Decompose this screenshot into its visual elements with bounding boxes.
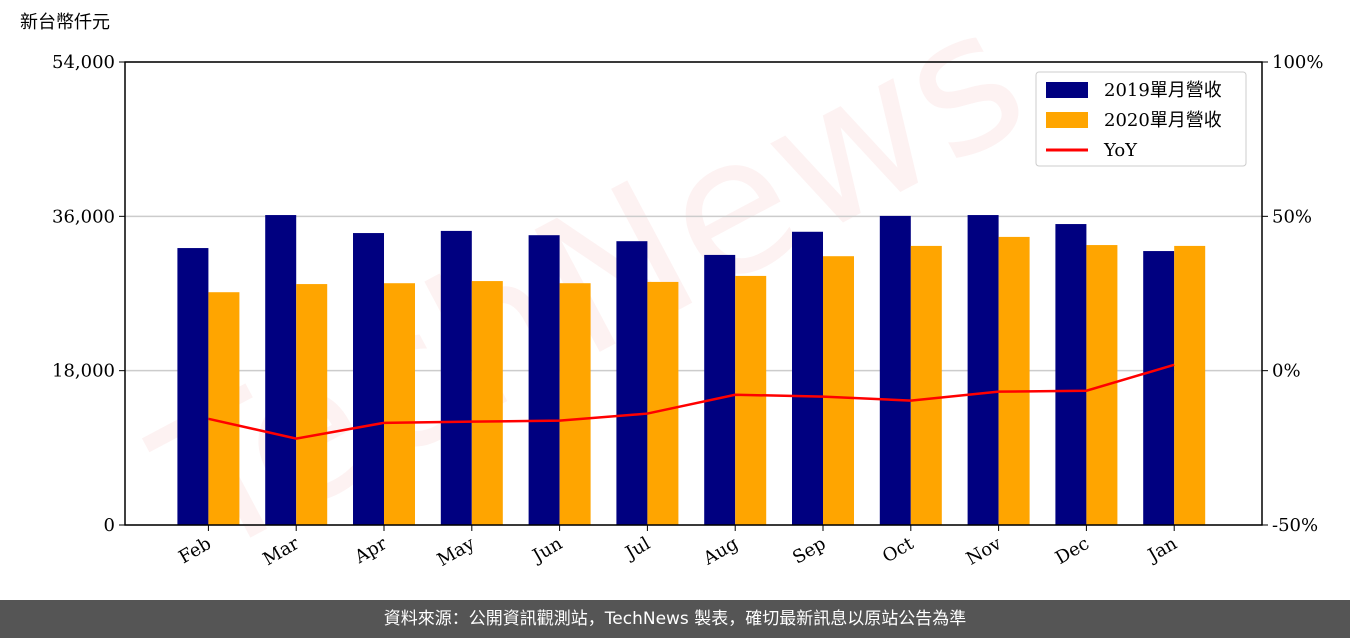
bar xyxy=(735,275,767,525)
plot-frame xyxy=(124,61,1263,526)
x-tick-label: May xyxy=(434,533,479,571)
bar xyxy=(792,231,824,525)
bar xyxy=(1174,245,1206,526)
y-tick-label: 54,000 xyxy=(52,52,115,73)
legend-label: YoY xyxy=(1103,140,1138,161)
x-tick-label: Jan xyxy=(1143,533,1181,567)
bar xyxy=(559,283,591,525)
y2-tick-label: -50% xyxy=(1272,515,1318,536)
bar xyxy=(265,215,297,525)
bar xyxy=(528,235,560,525)
bar xyxy=(704,254,736,525)
bar xyxy=(384,283,416,525)
bar xyxy=(208,292,240,525)
x-tick-label: Jun xyxy=(528,533,567,568)
legend-label: 2020單月營收 xyxy=(1104,110,1222,131)
legend-swatch xyxy=(1046,82,1088,98)
x-tick-label: Aug xyxy=(699,533,742,570)
y2-tick-label: 0% xyxy=(1272,361,1301,382)
y-tick-label: 18,000 xyxy=(52,361,115,382)
x-tick-label: Nov xyxy=(963,533,1006,570)
bar xyxy=(471,281,503,525)
bar xyxy=(910,245,942,526)
y2-tick-label: 50% xyxy=(1272,206,1312,227)
bar xyxy=(879,215,911,525)
y2-tick-label: 100% xyxy=(1272,52,1323,73)
bar xyxy=(967,215,999,525)
x-tick-label: Oct xyxy=(879,533,918,568)
bar xyxy=(353,233,385,525)
x-tick-label: Jul xyxy=(620,533,654,565)
bar xyxy=(177,248,209,525)
y-tick-label: 36,000 xyxy=(52,206,115,227)
bar xyxy=(616,241,648,525)
x-tick-label: Apr xyxy=(350,533,390,568)
legend-swatch xyxy=(1046,112,1088,128)
bar xyxy=(647,281,679,525)
y-tick-label: 0 xyxy=(104,515,115,536)
x-tick-label: Sep xyxy=(789,533,829,568)
bar xyxy=(1055,224,1087,526)
x-tick-label: Dec xyxy=(1052,533,1093,569)
legend-box xyxy=(1035,71,1247,167)
legend-label: 2019單月營收 xyxy=(1104,80,1222,101)
bar xyxy=(296,284,328,525)
footer: 資料來源：公開資訊觀測站，TechNews 製表，確切最新訊息以原站公告為準 xyxy=(0,600,1350,638)
bar xyxy=(823,256,855,525)
bar xyxy=(1143,251,1175,525)
bar xyxy=(440,230,472,526)
yoy-line xyxy=(208,363,1175,440)
chart: TechNews 新台幣仟元 018,00036,00054,000-50%0%… xyxy=(20,0,1323,601)
bar xyxy=(998,236,1030,525)
y-axis-label: 新台幣仟元 xyxy=(20,12,110,33)
